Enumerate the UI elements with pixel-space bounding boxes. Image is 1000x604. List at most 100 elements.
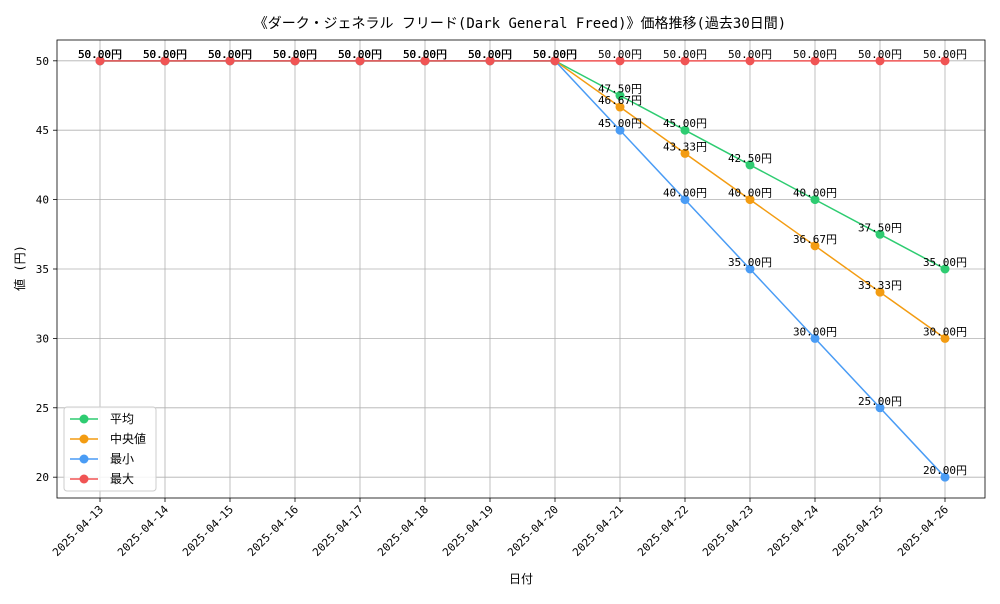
legend-label: 平均 [110, 412, 134, 426]
data-point [680, 125, 690, 135]
data-label: 50.00円 [273, 48, 317, 61]
data-point [745, 264, 755, 274]
legend-label: 最小 [110, 452, 134, 466]
series-layer [95, 56, 950, 482]
data-label: 43.33円 [663, 140, 707, 153]
data-point [485, 56, 495, 66]
data-labels: 50.00円 50.00円 50.00円 50.00円 50.00円 50.00円 50.0… [78, 48, 967, 477]
legend-marker [79, 474, 89, 484]
data-label: 35.00円 [923, 256, 967, 269]
data-label: 50.00円 [78, 48, 122, 61]
data-label: 45.00円 [663, 117, 707, 130]
data-point [160, 56, 170, 66]
data-label: 50.00円 [273, 48, 317, 61]
data-point [615, 56, 625, 66]
data-point [745, 56, 755, 66]
data-point [550, 56, 560, 66]
data-label: 50.00円 [858, 48, 902, 61]
data-point [95, 56, 105, 66]
data-label: 50.00円 [143, 48, 187, 61]
x-tick-label: 2025-04-19 [440, 503, 496, 559]
data-label: 46.67円 [598, 94, 642, 107]
y-tick-label: 25 [36, 402, 49, 415]
data-label: 45.00円 [598, 117, 642, 130]
data-label: 50.00円 [403, 48, 447, 61]
data-label: 50.00円 [468, 48, 512, 61]
data-label: 50.00円 [338, 48, 382, 61]
legend-label: 最大 [110, 472, 134, 486]
data-label: 25.00円 [858, 395, 902, 408]
data-label: 50.00円 [403, 48, 447, 61]
legend-marker [79, 414, 89, 424]
data-label: 50.00円 [208, 48, 252, 61]
legend-label: 中央値 [110, 431, 146, 446]
data-label: 40.00円 [793, 187, 837, 200]
x-tick-label: 2025-04-22 [635, 503, 691, 559]
data-point [745, 195, 755, 205]
data-point [745, 160, 755, 170]
x-tick-label: 2025-04-20 [505, 503, 561, 559]
grid [57, 40, 985, 498]
x-tick-label: 2025-04-21 [570, 503, 626, 559]
data-label: 37.50円 [858, 221, 902, 234]
data-point [615, 91, 625, 101]
data-label: 50.00円 [78, 48, 122, 61]
data-label: 50.00円 [403, 48, 447, 61]
data-label: 50.00円 [598, 48, 642, 61]
data-label: 50.00円 [533, 48, 577, 61]
data-point [875, 229, 885, 239]
data-point [225, 56, 235, 66]
x-tick-label: 2025-04-13 [50, 503, 106, 559]
data-point [940, 56, 950, 66]
chart-title: 《ダーク・ジェネラル フリード(Dark General Freed)》価格推移… [254, 16, 786, 32]
data-label: 50.00円 [78, 48, 122, 61]
data-label: 20.00円 [923, 464, 967, 477]
data-label: 50.00円 [923, 48, 967, 61]
data-label: 50.00円 [143, 48, 187, 61]
data-label: 50.00円 [78, 48, 122, 61]
data-point [875, 56, 885, 66]
data-label: 47.50円 [598, 83, 642, 96]
legend-box [63, 406, 157, 492]
data-point [810, 241, 820, 251]
x-tick-label: 2025-04-23 [700, 503, 756, 559]
data-point [615, 102, 625, 112]
data-point [290, 56, 300, 66]
y-tick-label: 50 [36, 55, 49, 68]
data-label: 50.00円 [208, 48, 252, 61]
data-label: 50.00円 [468, 48, 512, 61]
data-point [810, 195, 820, 205]
data-label: 50.00円 [468, 48, 512, 61]
data-label: 50.00円 [143, 48, 187, 61]
legend-marker [79, 434, 89, 444]
data-label: 40.00円 [663, 187, 707, 200]
data-point [680, 148, 690, 158]
data-point [940, 264, 950, 274]
data-label: 35.00円 [728, 256, 772, 269]
x-tick-label: 2025-04-17 [310, 503, 366, 559]
data-point [875, 403, 885, 413]
data-point [355, 56, 365, 66]
data-label: 50.00円 [273, 48, 317, 61]
data-label: 50.00円 [468, 48, 512, 61]
data-label: 50.00円 [793, 48, 837, 61]
x-tick-label: 2025-04-16 [245, 503, 301, 559]
data-label: 50.00円 [208, 48, 252, 61]
x-tick-label: 2025-04-26 [895, 503, 951, 559]
x-tick-label: 2025-04-15 [180, 503, 236, 559]
data-label: 50.00円 [533, 48, 577, 61]
y-tick-label: 20 [36, 471, 49, 484]
data-label: 30.00円 [923, 325, 967, 338]
data-point [680, 195, 690, 205]
data-label: 50.00円 [533, 48, 577, 61]
x-tick-label: 2025-04-25 [830, 503, 886, 559]
data-label: 50.00円 [728, 48, 772, 61]
y-tick-label: 40 [36, 194, 49, 207]
data-label: 50.00円 [273, 48, 317, 61]
data-label: 50.00円 [403, 48, 447, 61]
data-point [680, 56, 690, 66]
